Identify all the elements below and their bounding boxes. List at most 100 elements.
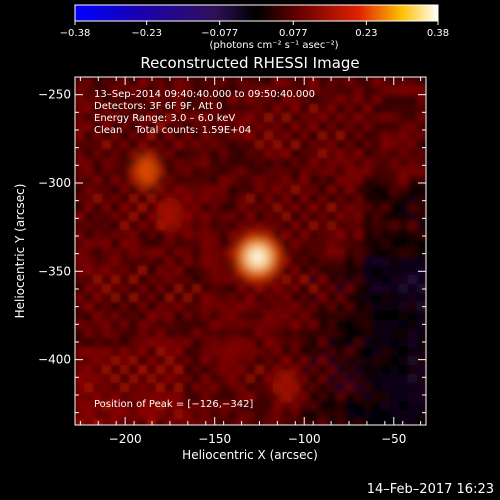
heatmap-cell (102, 140, 112, 150)
heatmap-cell (273, 338, 283, 348)
heatmap-cell (120, 401, 130, 411)
heatmap-cell (273, 176, 283, 186)
heatmap-cell (246, 392, 256, 402)
heatmap-cell (111, 266, 121, 276)
heatmap-cell (336, 383, 346, 393)
heatmap-cell (219, 221, 229, 231)
heatmap-cell (300, 275, 310, 285)
peak-position-label: Position of Peak = [−126,−342] (94, 399, 253, 410)
heatmap-cell (237, 203, 247, 213)
heatmap-cell (192, 86, 202, 96)
heatmap-cell (372, 284, 382, 294)
heatmap-cell (264, 176, 274, 186)
heatmap-cell (408, 257, 418, 267)
heatmap-cell (282, 140, 292, 150)
heatmap-cell (120, 365, 130, 375)
heatmap-cell (246, 149, 256, 159)
heatmap-cell (219, 122, 229, 132)
heatmap-cell (336, 77, 346, 87)
heatmap-cell (417, 248, 426, 258)
heatmap-cell (318, 221, 328, 231)
heatmap-cell (75, 365, 85, 375)
heatmap-cell (336, 140, 346, 150)
heatmap-cell (93, 239, 103, 249)
heatmap-cell (336, 257, 346, 267)
heatmap-cell (147, 221, 157, 231)
heatmap-cell (219, 185, 229, 195)
heatmap-cell (390, 338, 400, 348)
annotation-time-range: 13–Sep–2014 09:40:40.000 to 09:50:40.000 (94, 89, 315, 100)
heatmap-cell (399, 131, 409, 141)
heatmap-cell (408, 86, 418, 96)
heatmap-cell (75, 356, 85, 366)
heatmap-cell (120, 95, 130, 105)
heatmap-cell (327, 194, 337, 204)
heatmap-cell (390, 230, 400, 240)
heatmap-cell (309, 392, 319, 402)
heatmap-cell (129, 248, 139, 258)
colorbar-tick-label: −0.23 (131, 28, 162, 39)
heatmap-cell (282, 347, 292, 357)
heatmap-cell (201, 149, 211, 159)
heatmap-cell (102, 329, 112, 339)
heatmap-cell (399, 392, 409, 402)
heatmap-cell (201, 410, 211, 420)
heatmap-cell (246, 95, 256, 105)
heatmap-cell (345, 311, 355, 321)
heatmap-cell (345, 365, 355, 375)
heatmap-cell (228, 302, 238, 312)
heatmap-cell (210, 338, 220, 348)
heatmap-cell (183, 158, 193, 168)
heatmap-cell (264, 311, 274, 321)
heatmap-cell (219, 203, 229, 213)
heatmap-cell (192, 356, 202, 366)
heatmap-cell (399, 401, 409, 411)
heatmap-cell (408, 239, 418, 249)
heatmap-cell (390, 374, 400, 384)
heatmap-cell (336, 185, 346, 195)
heatmap-cell (390, 167, 400, 177)
heatmap-cell (156, 239, 166, 249)
heatmap-cell (345, 320, 355, 330)
heatmap-cell (363, 194, 373, 204)
heatmap-cell (75, 185, 85, 195)
plot-frame (74, 76, 427, 426)
heatmap-cell (93, 266, 103, 276)
heatmap-cell (129, 122, 139, 132)
heatmap-cell (282, 284, 292, 294)
heatmap-cell (120, 356, 130, 366)
heatmap-cell (75, 77, 85, 87)
heatmap-cell (327, 176, 337, 186)
heatmap-cell (210, 383, 220, 393)
heatmap-cell (246, 203, 256, 213)
heatmap-cell (399, 365, 409, 375)
heatmap-cell (327, 131, 337, 141)
heatmap-cell (264, 419, 274, 425)
heatmap-cell (75, 284, 85, 294)
heatmap-cell (282, 212, 292, 222)
heatmap-cell (156, 419, 166, 425)
heatmap-cell (156, 338, 166, 348)
heatmap-cell (129, 383, 139, 393)
heatmap-cell (372, 212, 382, 222)
heatmap-cell (327, 185, 337, 195)
heatmap-cell (291, 149, 301, 159)
heatmap-cell (372, 257, 382, 267)
heatmap-cell (111, 194, 121, 204)
heatmap-cell (273, 104, 283, 114)
heatmap-cell (84, 356, 94, 366)
heatmap-cell (318, 185, 328, 195)
heatmap-cell (210, 122, 220, 132)
heatmap-cell (273, 230, 283, 240)
heatmap-cell (120, 248, 130, 258)
heatmap-cell (372, 113, 382, 123)
heatmap-cell (309, 185, 319, 195)
heatmap-cell (174, 95, 184, 105)
heatmap-cell (291, 266, 301, 276)
heatmap-cell (147, 365, 157, 375)
heatmap-cell (399, 122, 409, 132)
heatmap-cell (201, 122, 211, 132)
colorbar-tick-label: −0.38 (60, 28, 91, 39)
heatmap-cell (417, 293, 426, 303)
heatmap-cell (138, 383, 148, 393)
